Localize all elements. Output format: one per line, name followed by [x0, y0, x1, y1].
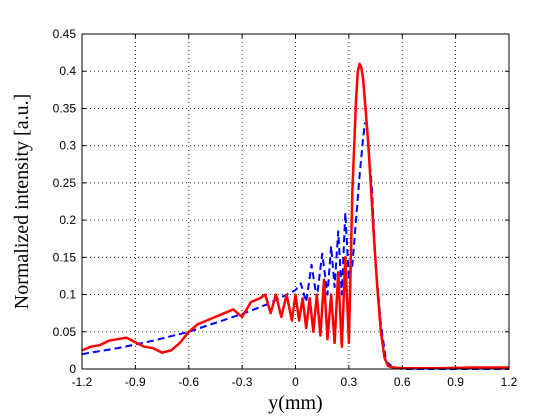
- red-solid-series-line: [81, 62, 509, 370]
- x-tick-label: -1.2: [72, 375, 93, 389]
- y-tick-label: 0.1: [59, 288, 76, 302]
- y-tick-label: 0.4: [59, 64, 76, 78]
- x-tick-label: -0.9: [125, 375, 146, 389]
- series-layer: [81, 62, 509, 370]
- y-tick-label: 0.45: [53, 27, 77, 41]
- x-tick-label: 0.9: [447, 375, 464, 389]
- y-tick-label: 0.35: [53, 101, 77, 115]
- x-tick-label: -0.3: [232, 375, 253, 389]
- x-tick-label: 1.2: [501, 375, 518, 389]
- x-tick-label: 0: [292, 375, 299, 389]
- y-axis-label: Normalized intensity [a.u.]: [11, 94, 33, 310]
- y-tick-label: 0.25: [53, 176, 77, 190]
- y-tick-label: 0.3: [59, 139, 76, 153]
- y-tick-label: 0.15: [53, 250, 77, 264]
- y-tick-label: 0.05: [53, 325, 77, 339]
- x-tick-label: 0.6: [394, 375, 411, 389]
- x-tick-label: 0.3: [341, 375, 358, 389]
- x-tick-label: -0.6: [178, 375, 199, 389]
- x-axis-label: y(mm): [268, 392, 322, 414]
- tick-layer: -1.2 -0.9 -0.6 -0.3 0 0.3 0.6 0.9 1.2 0 0.05 0.1 0.1…: [53, 27, 518, 389]
- y-tick-label: 0: [69, 362, 76, 376]
- y-tick-label: 0.2: [59, 213, 76, 227]
